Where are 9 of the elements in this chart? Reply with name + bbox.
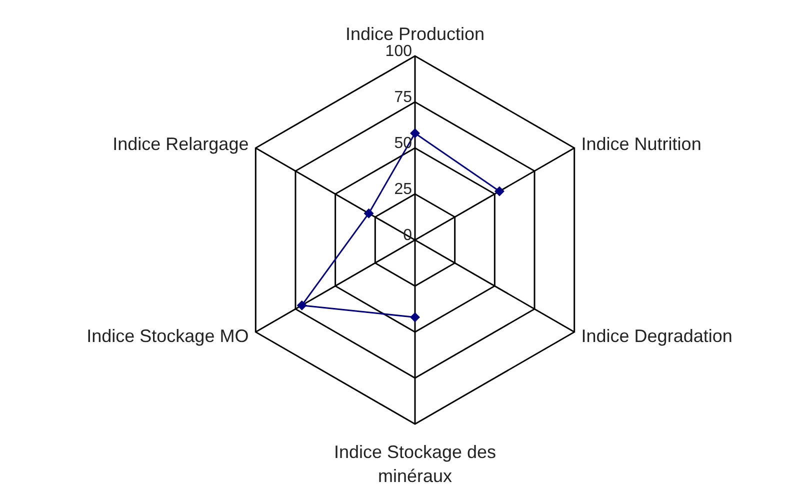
spoke-label: Indice Nutrition bbox=[581, 134, 702, 154]
spoke-label: Indice Stockage des minéraux bbox=[334, 442, 496, 486]
spoke-label: Indice Production bbox=[345, 24, 485, 44]
spoke-label: Indice Degradation bbox=[581, 326, 732, 346]
y-tick-label: 25 bbox=[394, 181, 412, 198]
y-tick-label: 100 bbox=[385, 43, 412, 60]
spoke-label: Indice Stockage MO bbox=[86, 326, 249, 346]
spoke-label: Indice Relargage bbox=[112, 134, 249, 154]
y-tick-label: 75 bbox=[394, 89, 412, 106]
